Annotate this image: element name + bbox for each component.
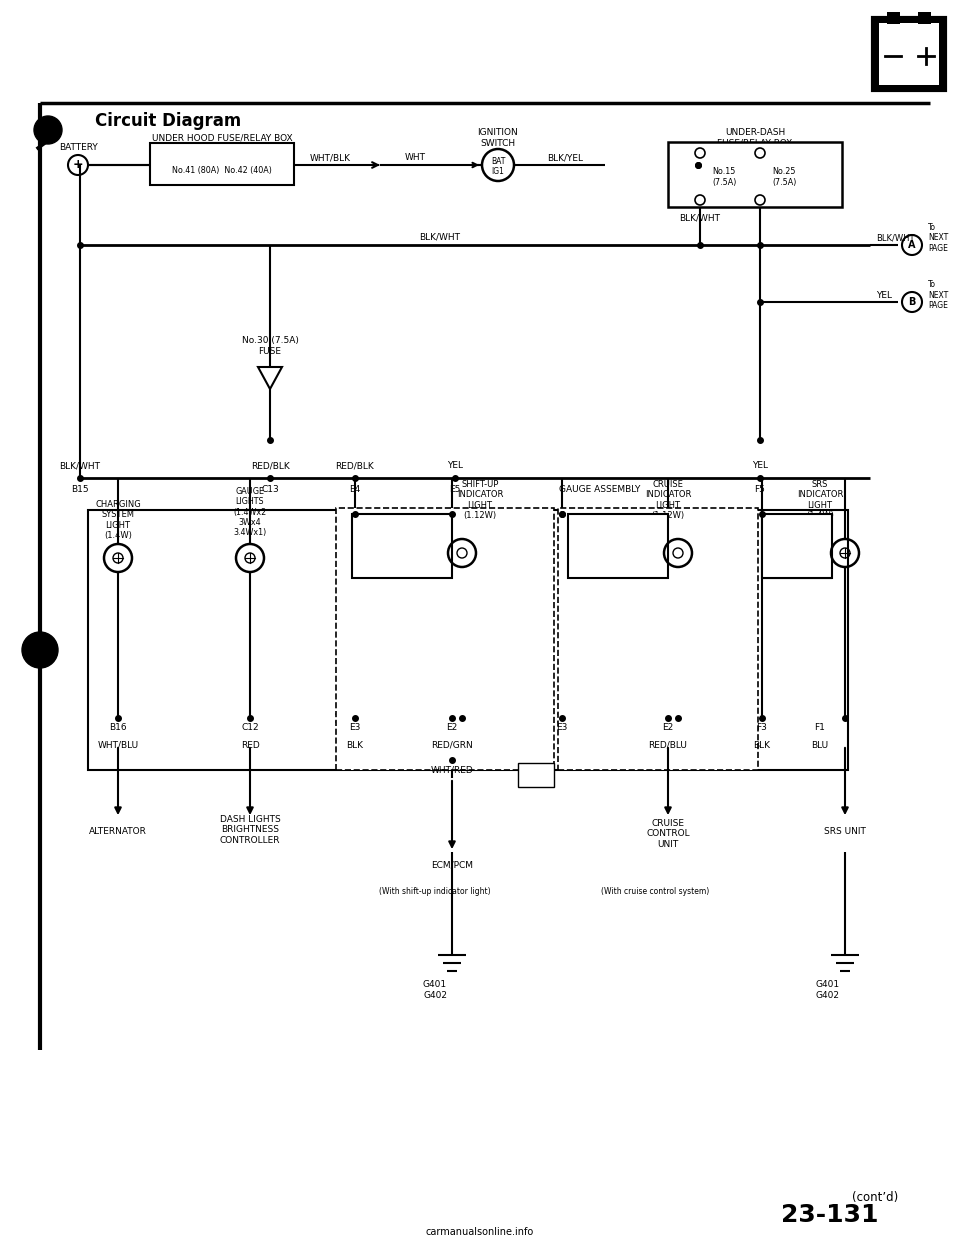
Text: IG1: IG1 (492, 166, 504, 175)
Text: BLK: BLK (347, 740, 364, 749)
Bar (558, 508, 758, 770)
Bar (150, 143, 294, 185)
Text: GAUGE
LIGHTS
(1.4Wx2
3Wx4
3.4Wx1): GAUGE LIGHTS (1.4Wx2 3Wx4 3.4Wx1) (233, 487, 267, 538)
Text: BLK: BLK (754, 740, 771, 749)
Text: G401
G402: G401 G402 (423, 980, 447, 1000)
Text: RED/BLU: RED/BLU (649, 740, 687, 749)
Text: BLK/WHT: BLK/WHT (876, 233, 915, 242)
Text: BLK/WHT: BLK/WHT (60, 462, 101, 471)
Text: A: A (908, 240, 916, 250)
Bar (568, 514, 668, 578)
Text: SRS
INDICATOR
LIGHT
(1.4W): SRS INDICATOR LIGHT (1.4W) (797, 479, 843, 520)
Text: WHT/BLU: WHT/BLU (97, 740, 138, 749)
Text: UNDER-DASH
FUSE/RELAY BOX: UNDER-DASH FUSE/RELAY BOX (717, 128, 793, 148)
Text: RED/BLK: RED/BLK (336, 462, 374, 471)
Text: RED/BLK: RED/BLK (251, 462, 289, 471)
Bar (873, 17, 945, 89)
Text: E5: E5 (449, 486, 461, 494)
Text: DIMMING
CIRCUIT: DIMMING CIRCUIT (373, 543, 413, 563)
Text: E3: E3 (556, 724, 567, 733)
Text: B16: B16 (109, 724, 127, 733)
Text: BLK/WHT: BLK/WHT (420, 232, 461, 241)
Text: BLU: BLU (811, 740, 828, 749)
Bar (879, 24, 939, 84)
Text: WHT/RED: WHT/RED (431, 765, 473, 775)
Text: No.41 (80A)  No.42 (40A): No.41 (80A) No.42 (40A) (172, 165, 272, 174)
Text: C13: C13 (261, 486, 278, 494)
Text: YEL: YEL (447, 462, 463, 471)
Text: F1: F1 (815, 724, 826, 733)
Text: RED: RED (241, 740, 259, 749)
Text: YEL: YEL (752, 462, 768, 471)
Text: G401
G402: G401 G402 (816, 980, 840, 1000)
Text: BAT: BAT (491, 156, 505, 165)
Text: GAUGE ASSEMBLY: GAUGE ASSEMBLY (560, 486, 640, 494)
Text: BLK/YEL: BLK/YEL (547, 154, 583, 163)
Text: RED/GRN: RED/GRN (431, 740, 473, 749)
Text: No.30 (7.5A)
FUSE: No.30 (7.5A) FUSE (242, 337, 299, 355)
Circle shape (22, 632, 58, 668)
Bar (918, 12, 931, 24)
Text: No.15
(7.5A): No.15 (7.5A) (712, 168, 736, 186)
Text: WHT/BLK: WHT/BLK (309, 154, 350, 163)
Bar (668, 142, 842, 207)
Text: carmanualsonline.info: carmanualsonline.info (426, 1227, 534, 1237)
Text: DASH LIGHTS
BRIGHTNESS
CONTROLLER: DASH LIGHTS BRIGHTNESS CONTROLLER (220, 815, 280, 845)
Bar (762, 514, 832, 578)
Text: F5: F5 (755, 486, 765, 494)
Text: E3: E3 (349, 724, 361, 733)
Text: BATTERY: BATTERY (59, 144, 97, 153)
Text: B15: B15 (71, 486, 89, 494)
Text: E2: E2 (662, 724, 674, 733)
Text: F3: F3 (756, 724, 767, 733)
Bar (518, 763, 554, 787)
Text: B: B (908, 297, 916, 307)
Text: YEL: YEL (876, 291, 892, 299)
Text: (With shift-up indicator light): (With shift-up indicator light) (379, 888, 491, 897)
Text: CIRCUIT: CIRCUIT (779, 549, 812, 558)
Text: C12: C12 (241, 724, 259, 733)
Text: ALTERNATOR: ALTERNATOR (89, 827, 147, 837)
Text: 23-131: 23-131 (781, 1203, 878, 1227)
Text: IGNITION
SWITCH: IGNITION SWITCH (478, 128, 518, 148)
Text: E2: E2 (446, 724, 458, 733)
Text: To
NEXT
PAGE: To NEXT PAGE (928, 281, 948, 310)
Bar (336, 508, 554, 770)
Text: DIMMING
CIRCUIT: DIMMING CIRCUIT (590, 543, 630, 563)
Text: (With cruise control system): (With cruise control system) (601, 888, 709, 897)
Text: To
NEXT
PAGE: To NEXT PAGE (928, 224, 948, 253)
Text: E4: E4 (349, 486, 361, 494)
Text: CRUISE
CONTROL
UNIT: CRUISE CONTROL UNIT (646, 820, 690, 848)
Bar (352, 514, 452, 578)
Text: WHT: WHT (404, 154, 425, 163)
Bar (887, 12, 900, 24)
Text: CHARGING
SYSTEM
LIGHT
(1.4W): CHARGING SYSTEM LIGHT (1.4W) (95, 499, 141, 540)
Text: SRS UNIT: SRS UNIT (824, 827, 866, 837)
Text: +: + (73, 159, 84, 171)
Text: CRUISE
INDICATOR
LIGHT
(1.12W): CRUISE INDICATOR LIGHT (1.12W) (645, 479, 691, 520)
Text: No.25
(7.5A): No.25 (7.5A) (772, 168, 797, 186)
Text: Circuit Diagram: Circuit Diagram (95, 112, 241, 130)
Circle shape (34, 116, 62, 144)
Bar (88, 510, 848, 770)
Text: UNDER HOOD FUSE/RELAY BOX: UNDER HOOD FUSE/RELAY BOX (152, 133, 292, 143)
Text: (cont’d): (cont’d) (852, 1191, 899, 1205)
Text: ECM/PCM: ECM/PCM (431, 861, 473, 869)
Text: SHIFT-UP
INDICATOR
LIGHT
(1.12W): SHIFT-UP INDICATOR LIGHT (1.12W) (457, 479, 503, 520)
Text: BLK/WHT: BLK/WHT (680, 214, 721, 222)
